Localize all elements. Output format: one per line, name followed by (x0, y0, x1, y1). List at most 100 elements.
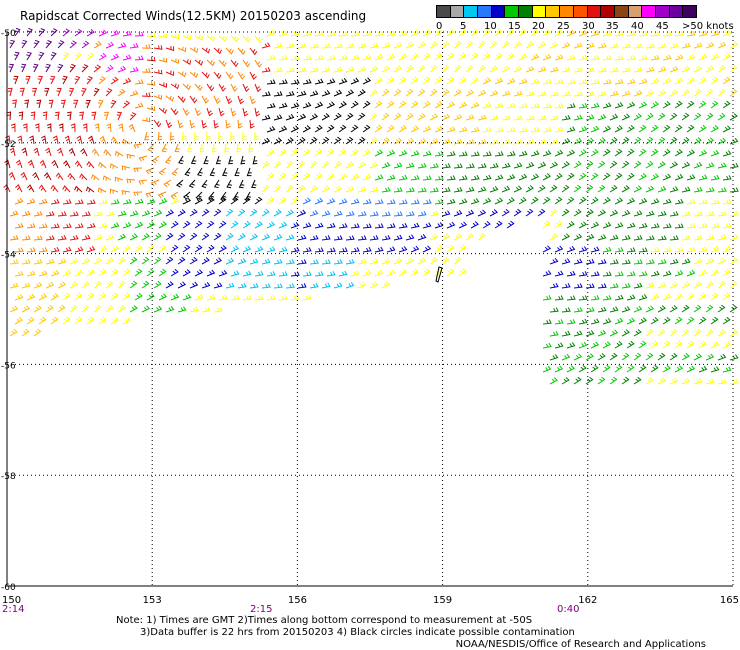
wind-barb (93, 41, 102, 49)
wind-barb (386, 53, 396, 61)
wind-barb (554, 342, 564, 349)
wind-barb (177, 209, 186, 217)
wind-barb (19, 87, 25, 97)
wind-barb (669, 211, 679, 217)
wind-barb (590, 125, 600, 133)
wind-barb (242, 270, 252, 277)
wind-barb (573, 307, 583, 313)
wind-barb (549, 282, 559, 289)
wind-barb (237, 119, 243, 129)
wind-barb (681, 258, 691, 265)
wind-barb (62, 75, 68, 85)
wind-barb (357, 136, 366, 145)
wind-barb (638, 101, 648, 109)
wind-barb (458, 76, 467, 85)
wind-barb (242, 83, 250, 93)
wind-barb (165, 46, 175, 52)
wind-barb (597, 234, 607, 241)
wind-barb (321, 185, 331, 193)
wind-barb (662, 173, 672, 181)
wind-barb (614, 102, 624, 109)
wind-barb (650, 101, 659, 109)
wind-barb (549, 91, 559, 97)
wind-barb (218, 59, 227, 67)
wind-barb (177, 95, 186, 103)
wind-barb (297, 67, 307, 73)
wind-barb (129, 280, 138, 289)
wind-barb (218, 83, 226, 92)
wind-barb (177, 119, 184, 129)
wind-barb (542, 270, 552, 277)
wind-barb (93, 64, 102, 73)
wind-barb (266, 126, 276, 133)
wind-barb (614, 271, 624, 277)
wind-barb (674, 247, 684, 253)
wind-barb (249, 71, 257, 80)
wind-barb (453, 64, 462, 73)
wind-barb (638, 364, 647, 373)
wind-barb (74, 185, 83, 193)
wind-barb (290, 221, 300, 229)
wind-barb (393, 162, 403, 169)
wind-barb (597, 329, 607, 337)
wind-barb (446, 175, 456, 181)
wind-barb (278, 295, 288, 301)
wind-barb (645, 377, 654, 385)
wind-barb (434, 125, 444, 133)
wind-barb (153, 119, 162, 128)
wind-barb (74, 292, 83, 301)
wind-barb (494, 151, 504, 157)
wind-barb (116, 111, 123, 121)
wind-barb (146, 198, 156, 205)
wind-barb (62, 316, 71, 325)
wind-barb (722, 150, 732, 157)
wind-barb (129, 233, 139, 241)
wind-barb (98, 76, 106, 85)
wind-barb (518, 28, 527, 37)
wind-barb (494, 197, 504, 205)
wind-barb (650, 247, 660, 253)
wind-barb (206, 294, 216, 301)
wind-barb (333, 259, 343, 265)
wind-barb (79, 111, 85, 121)
wind-barb (225, 257, 235, 265)
wind-barb (554, 103, 564, 109)
wind-barb (158, 107, 167, 115)
wind-barb (182, 269, 191, 277)
wind-barb (657, 305, 666, 313)
wind-barb (626, 247, 636, 253)
wind-barb (32, 87, 38, 97)
wind-barb (597, 306, 607, 313)
wind-barb (309, 185, 318, 193)
latitude-tick-label: -52 (1, 140, 16, 150)
wind-barb (254, 245, 264, 253)
wind-barb (32, 171, 40, 181)
wind-barb (549, 208, 558, 217)
wind-barb (362, 173, 372, 181)
wind-barb (56, 87, 62, 97)
wind-barb (561, 114, 571, 121)
wind-barb (410, 175, 420, 181)
legend-swatch (682, 5, 697, 18)
wind-barb (206, 244, 215, 253)
wind-barb (374, 149, 384, 157)
wind-barb (254, 196, 263, 205)
wind-barb (597, 90, 607, 97)
wind-barb (201, 47, 211, 54)
wind-barb (446, 126, 456, 133)
wind-barb (614, 317, 624, 325)
wind-barb (674, 149, 683, 157)
wind-barb (429, 113, 439, 121)
wind-barb (81, 257, 91, 265)
wind-barb (161, 143, 168, 153)
wind-barb (698, 365, 708, 373)
wind-barb (710, 30, 720, 37)
wind-barb (717, 234, 727, 241)
wind-barb (98, 268, 107, 277)
wind-barb (669, 42, 679, 49)
wind-barb (145, 191, 155, 198)
wind-barb (285, 259, 295, 265)
wind-barb (686, 293, 695, 301)
wind-barb (657, 352, 666, 361)
wind-barb (381, 162, 391, 169)
